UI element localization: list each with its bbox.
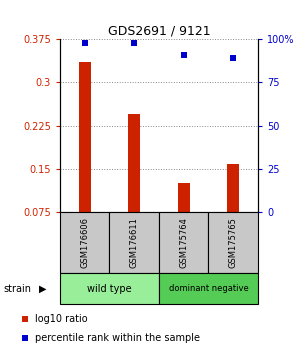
Text: GSM176611: GSM176611 — [130, 217, 139, 268]
Bar — [128, 114, 140, 212]
Text: percentile rank within the sample: percentile rank within the sample — [35, 333, 200, 343]
Bar — [178, 183, 190, 212]
Bar — [60, 212, 110, 273]
Text: wild type: wild type — [87, 284, 132, 293]
Text: dominant negative: dominant negative — [169, 284, 248, 293]
Bar — [159, 212, 208, 273]
Text: log10 ratio: log10 ratio — [35, 314, 88, 324]
Text: GSM175764: GSM175764 — [179, 217, 188, 268]
Bar — [208, 212, 258, 273]
Text: GSM175765: GSM175765 — [229, 217, 238, 268]
Text: strain: strain — [3, 284, 31, 293]
Text: GSM176606: GSM176606 — [80, 217, 89, 268]
Bar — [227, 164, 239, 212]
Bar — [60, 273, 159, 304]
Title: GDS2691 / 9121: GDS2691 / 9121 — [108, 25, 210, 38]
Bar — [159, 273, 258, 304]
Bar — [79, 62, 91, 212]
Bar — [110, 212, 159, 273]
Text: ▶: ▶ — [39, 284, 46, 293]
